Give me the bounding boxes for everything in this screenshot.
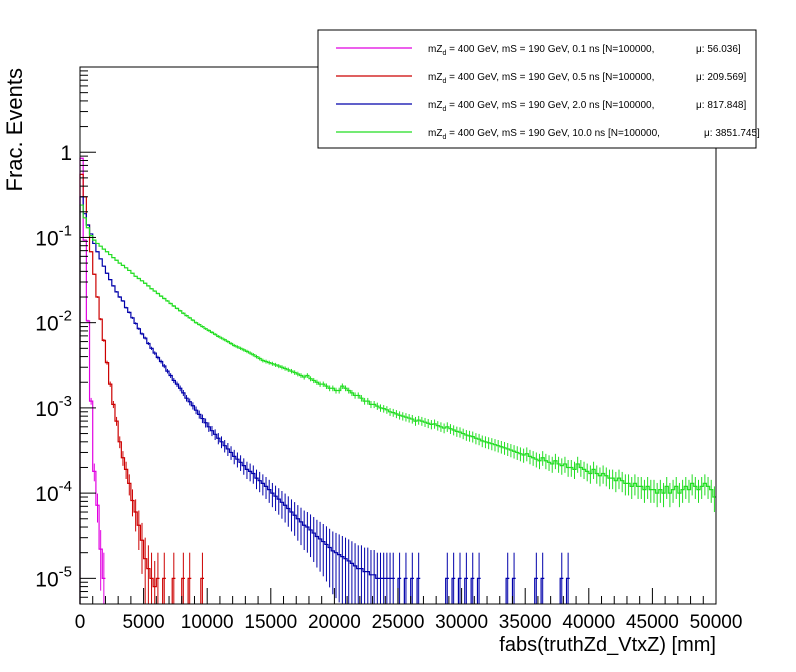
y-tick-label: 1 xyxy=(60,142,72,165)
series-1 xyxy=(79,173,205,604)
x-tick-label: 10000 xyxy=(181,612,234,633)
x-axis-label: fabs(truthZd_VtxZ) [mm] xyxy=(499,634,716,656)
legend-entry-mean: μ: 209.569] xyxy=(696,72,746,83)
legend-entry-mean: μ: 3851.745] xyxy=(704,128,760,139)
series-3 xyxy=(79,204,716,604)
x-tick-label: 20000 xyxy=(308,612,361,633)
y-tick-label: 10-2 xyxy=(35,308,72,336)
y-axis-label: Frac. Events xyxy=(2,68,27,191)
y-tick-label: 10-1 xyxy=(35,222,72,250)
x-tick-label: 40000 xyxy=(562,612,615,633)
y-tick-label: 10-4 xyxy=(35,478,72,506)
series-line-2 xyxy=(79,196,570,604)
legend-entry-mean: μ: 817.848] xyxy=(696,100,746,111)
x-tick-label: 45000 xyxy=(626,612,679,633)
x-tick-label: 0 xyxy=(75,612,86,633)
y-tick-label: 10-3 xyxy=(35,393,72,421)
legend-entry-label: mZd = 400 GeV, mS = 190 GeV, 10.0 ns [N=… xyxy=(428,128,660,141)
legend-box xyxy=(317,29,757,149)
series-2 xyxy=(79,196,570,604)
legend-entry-mean: μ: 56.036] xyxy=(696,44,741,55)
legend-entry-label: mZd = 400 GeV, mS = 190 GeV, 0.1 ns [N=1… xyxy=(428,44,654,57)
x-tick-label: 30000 xyxy=(435,612,488,633)
legend-entry-label: mZd = 400 GeV, mS = 190 GeV, 2.0 ns [N=1… xyxy=(428,100,654,113)
legend-entry-label: mZd = 400 GeV, mS = 190 GeV, 0.5 ns [N=1… xyxy=(428,72,654,85)
x-tick-label: 25000 xyxy=(372,612,425,633)
x-tick-label: 15000 xyxy=(244,612,297,633)
x-tick-label: 35000 xyxy=(499,612,552,633)
series-line-1 xyxy=(79,173,205,604)
series-line-3 xyxy=(79,204,716,604)
y-tick-label: 10-5 xyxy=(35,563,72,591)
series-layer xyxy=(79,157,716,604)
x-tick-label: 50000 xyxy=(690,612,743,633)
axes-layer: 10-5 10-4 10-3 10-2 10-1 1 0 5000 10000 15000 2000… xyxy=(35,70,743,633)
legend: mZd = 400 GeV, mS = 190 GeV, 0.1 ns [N=1… xyxy=(317,29,760,149)
x-tick-label: 5000 xyxy=(122,612,164,633)
